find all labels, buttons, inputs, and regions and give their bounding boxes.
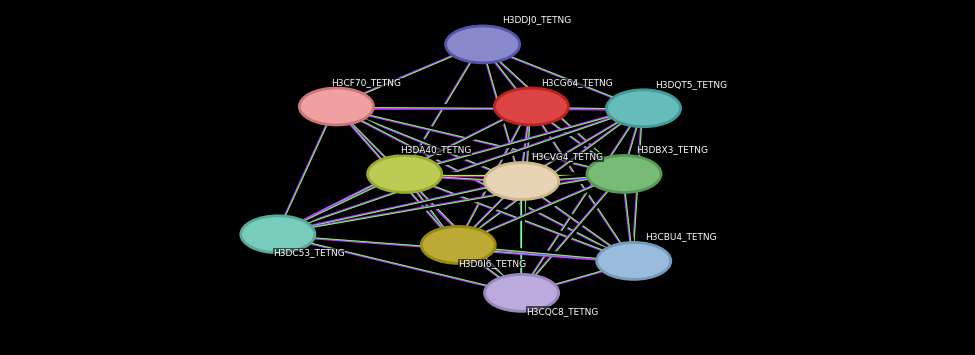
Ellipse shape bbox=[299, 88, 373, 125]
Text: H3CG64_TETNG: H3CG64_TETNG bbox=[541, 78, 613, 87]
Ellipse shape bbox=[368, 155, 442, 192]
Text: H3DA40_TETNG: H3DA40_TETNG bbox=[400, 146, 471, 154]
Ellipse shape bbox=[587, 155, 661, 192]
Text: H3DC53_TETNG: H3DC53_TETNG bbox=[273, 248, 345, 257]
Text: H3DBX3_TETNG: H3DBX3_TETNG bbox=[636, 146, 708, 154]
Ellipse shape bbox=[597, 242, 671, 279]
Ellipse shape bbox=[485, 274, 559, 311]
Ellipse shape bbox=[606, 90, 681, 127]
Text: H3CVG4_TETNG: H3CVG4_TETNG bbox=[531, 153, 604, 162]
Ellipse shape bbox=[494, 88, 568, 125]
Ellipse shape bbox=[421, 226, 495, 263]
Text: H3DDJ0_TETNG: H3DDJ0_TETNG bbox=[502, 16, 571, 25]
Text: H3CQC8_TETNG: H3CQC8_TETNG bbox=[526, 307, 599, 316]
Text: H3DQT5_TETNG: H3DQT5_TETNG bbox=[655, 80, 727, 89]
Ellipse shape bbox=[241, 216, 315, 253]
Text: H3D0I6_TETNG: H3D0I6_TETNG bbox=[458, 259, 526, 268]
Ellipse shape bbox=[446, 26, 520, 63]
Ellipse shape bbox=[485, 163, 559, 200]
Text: H3CF70_TETNG: H3CF70_TETNG bbox=[332, 78, 402, 87]
Text: H3CBU4_TETNG: H3CBU4_TETNG bbox=[645, 233, 717, 241]
